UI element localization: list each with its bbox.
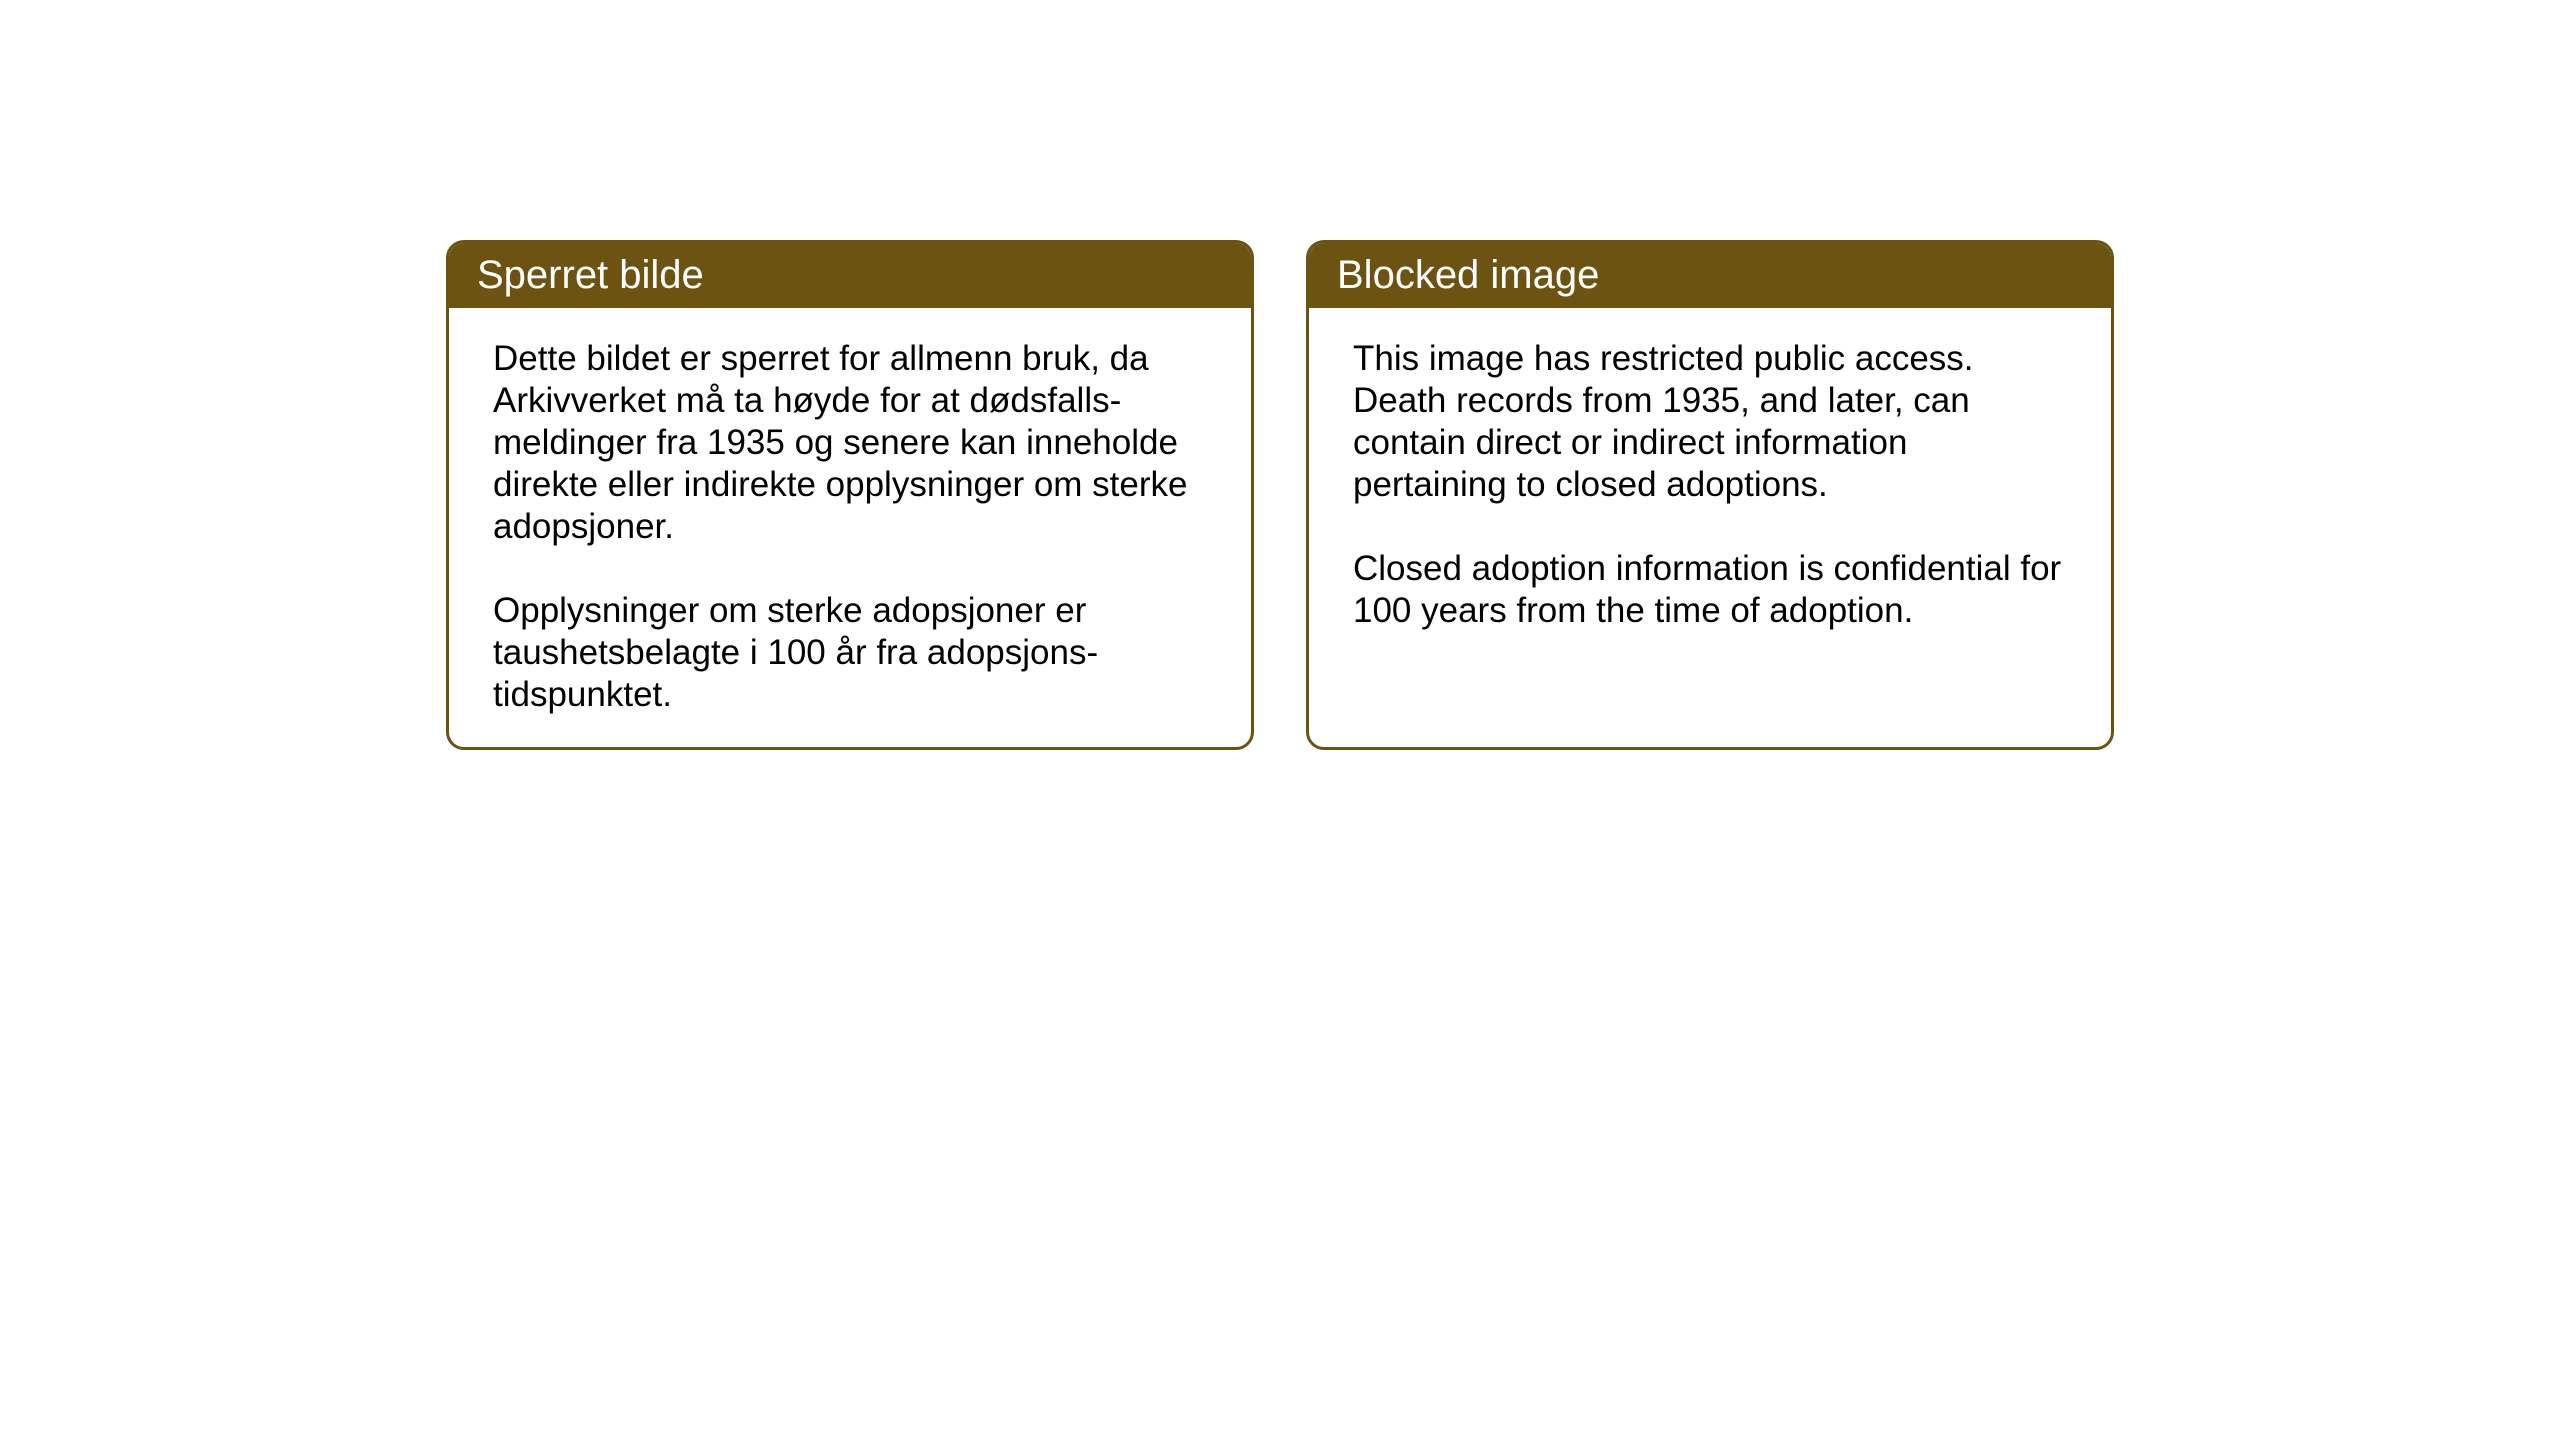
english-card: Blocked image This image has restricted … [1306,240,2114,750]
english-card-body: This image has restricted public access.… [1309,308,2111,662]
english-paragraph-2: Closed adoption information is confident… [1353,548,2067,632]
english-paragraph-1: This image has restricted public access.… [1353,338,2067,506]
norwegian-card-body: Dette bildet er sperret for allmenn bruk… [449,308,1251,746]
norwegian-paragraph-2: Opplysninger om sterke adopsjoner er tau… [493,590,1207,716]
english-card-header: Blocked image [1309,243,2111,308]
norwegian-card-header: Sperret bilde [449,243,1251,308]
norwegian-card: Sperret bilde Dette bildet er sperret fo… [446,240,1254,750]
cards-container: Sperret bilde Dette bildet er sperret fo… [446,240,2114,750]
norwegian-paragraph-1: Dette bildet er sperret for allmenn bruk… [493,338,1207,548]
